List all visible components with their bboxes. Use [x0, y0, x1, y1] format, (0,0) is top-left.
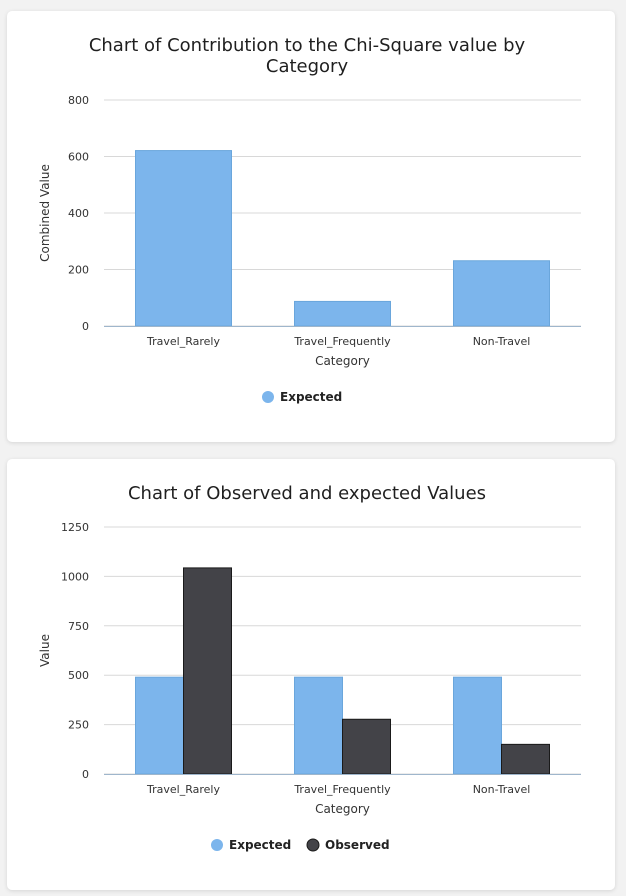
chart1-x-tick-label: Travel_Frequently [293, 335, 391, 348]
chart1-y-tick-label: 0 [82, 320, 89, 333]
chart2-y-tick-label: 250 [68, 719, 89, 732]
chart2-title-line-1: Chart of Observed and expected Values [128, 483, 486, 504]
chart2-y-tick-label: 1250 [61, 521, 89, 534]
chart1-title-line-2: Category [266, 56, 349, 77]
chart2-y-tick-label: 750 [68, 620, 89, 633]
chart2-legend-label-expected[interactable]: Expected [229, 838, 291, 852]
chart2-x-tick-label: Non-Travel [473, 783, 531, 796]
chart1-y-tick-label: 600 [68, 151, 89, 164]
chart2-y-tick-label: 500 [68, 669, 89, 682]
chart1-y-tick-label: 400 [68, 207, 89, 220]
chart2-bar-expected-non-travel[interactable] [453, 676, 502, 775]
chart2-y-tick-label: 0 [82, 768, 89, 781]
observed-expected-chart: Chart of Observed and expected Values 0 25… [38, 483, 581, 852]
chart2-bar-observed-travel-rarely[interactable] [183, 567, 232, 775]
chart1-bar-expected-travel-frequently[interactable] [294, 300, 391, 327]
chart2-bar-expected-travel-frequently[interactable] [294, 676, 343, 775]
chart2-bar-observed-non-travel[interactable] [501, 743, 550, 775]
chart1-legend-label-expected[interactable]: Expected [280, 390, 342, 404]
chart1-y-axis-title: Combined Value [38, 164, 52, 262]
chart1-x-axis-title: Category [315, 354, 370, 368]
chart1-y-tick-label: 200 [68, 264, 89, 277]
chart2-x-tick-label: Travel_Frequently [293, 783, 391, 796]
chart2-legend-marker-expected[interactable] [211, 839, 223, 851]
chart2-legend-label-observed[interactable]: Observed [325, 838, 390, 852]
chart2-x-axis-title: Category [315, 802, 370, 816]
chi-square-contribution-chart-card: Chart of Contribution to the Chi-Square … [7, 11, 615, 442]
observed-expected-chart-card: Chart of Observed and expected Values 0 25… [7, 459, 615, 890]
chart1-x-tick-label: Travel_Rarely [146, 335, 220, 348]
chart1-legend-marker-expected[interactable] [262, 391, 274, 403]
chart1-title-line-1: Chart of Contribution to the Chi-Square … [89, 35, 526, 56]
chart1-x-tick-label: Non-Travel [473, 335, 531, 348]
chart2-y-tick-label: 1000 [61, 570, 89, 583]
chart2-legend-marker-observed[interactable] [306, 838, 320, 852]
chart2-y-axis-title: Value [38, 634, 52, 667]
chart1-bar-expected-travel-rarely[interactable] [135, 150, 232, 327]
chi-square-contribution-chart: Chart of Contribution to the Chi-Square … [38, 35, 581, 404]
chart1-bar-expected-non-travel[interactable] [453, 260, 550, 327]
chart2-x-tick-label: Travel_Rarely [146, 783, 220, 796]
chart2-bar-observed-travel-frequently[interactable] [342, 718, 391, 775]
chart1-y-tick-label: 800 [68, 94, 89, 107]
chart2-bar-expected-travel-rarely[interactable] [135, 676, 184, 775]
